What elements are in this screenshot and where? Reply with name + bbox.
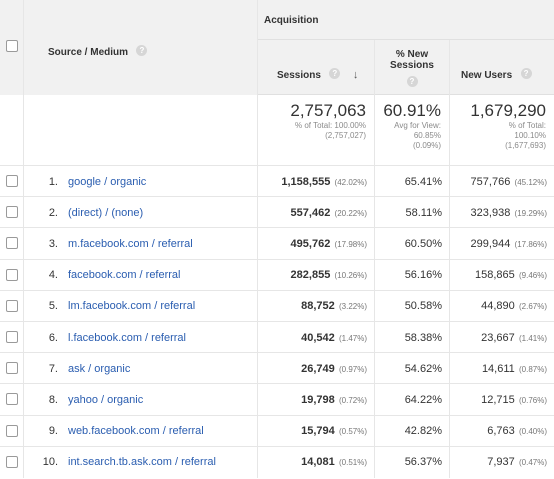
sessions-value: 557,462 (20.22%) <box>290 206 367 219</box>
sessions-value: 88,752 (3.22%) <box>301 300 367 313</box>
new-users-value: 44,890 (2.67%) <box>481 300 547 313</box>
acquisition-group-header: Acquisition <box>264 15 319 26</box>
row-checkbox[interactable] <box>6 362 18 375</box>
sessions-value: 1,158,555 (42.02%) <box>281 175 367 188</box>
row-rank: 10. <box>42 456 58 469</box>
sessions-value: 14,081 (0.51%) <box>301 456 367 469</box>
row-checkbox[interactable] <box>6 237 18 250</box>
sessions-value: 40,542 (1.47%) <box>301 331 367 344</box>
new-users-value: 158,865 (9.46%) <box>475 269 547 282</box>
new-users-value: 323,938 (19.29%) <box>470 206 547 219</box>
source-medium-link[interactable]: facebook.com / referral <box>68 269 181 282</box>
new-users-value: 14,611 (0.87%) <box>481 362 547 375</box>
table-row: 1. google / organic 1,158,555 (42.02%) 6… <box>0 165 554 197</box>
source-medium-link[interactable]: m.facebook.com / referral <box>68 237 193 250</box>
row-rank: 9. <box>48 425 58 438</box>
new-sessions-value: 58.38% <box>404 331 442 344</box>
select-all-checkbox[interactable] <box>6 40 18 52</box>
row-checkbox[interactable] <box>6 299 18 312</box>
table-row: 7. ask / organic 26,749 (0.97%) 54.62% 1… <box>0 352 554 385</box>
table-row: 9. web.facebook.com / referral 15,794 (0… <box>0 414 554 447</box>
source-medium-link[interactable]: (direct) / (none) <box>68 206 144 219</box>
row-checkbox[interactable] <box>6 393 18 406</box>
source-medium-link[interactable]: lm.facebook.com / referral <box>68 300 196 313</box>
source-medium-link[interactable]: yahoo / organic <box>68 393 144 406</box>
new-sessions-value: 56.16% <box>404 269 442 282</box>
source-medium-link[interactable]: google / organic <box>68 175 147 188</box>
row-rank: 1. <box>48 175 58 188</box>
new-sessions-value: 60.50% <box>404 237 442 250</box>
table-row: 10. int.search.tb.ask.com / referral 14,… <box>0 445 554 478</box>
new-users-value: 7,937 (0.47%) <box>487 456 547 469</box>
new-users-value: 757,766 (45.12%) <box>470 175 547 188</box>
row-rank: 5. <box>48 300 58 313</box>
row-checkbox[interactable] <box>6 455 18 468</box>
new-sessions-value: 42.82% <box>404 425 442 438</box>
sessions-value: 282,855 (10.26%) <box>290 269 367 282</box>
source-medium-link[interactable]: l.facebook.com / referral <box>68 331 186 344</box>
table-row: 4. facebook.com / referral 282,855 (10.2… <box>0 258 554 291</box>
sort-descending-icon[interactable]: ↓ <box>352 69 359 81</box>
total-new-users: 1,679,290 % of Total: 100.10% (1,677,693… <box>470 101 546 150</box>
table-row: 8. yahoo / organic 19,798 (0.72%) 64.22%… <box>0 383 554 416</box>
source-medium-link[interactable]: web.facebook.com / referral <box>68 425 204 438</box>
sessions-value: 26,749 (0.97%) <box>301 362 367 375</box>
table-header: Source / Medium ? Acquisition Sessions ?… <box>0 0 554 95</box>
row-rank: 4. <box>48 269 58 282</box>
new-sessions-header[interactable]: % New Sessions <box>390 49 434 71</box>
total-new-sessions: 60.91% Avg for View: 60.85% (0.09%) <box>375 95 450 165</box>
source-medium-header[interactable]: Source / Medium <box>48 47 129 58</box>
row-rank: 3. <box>48 237 58 250</box>
help-icon[interactable]: ? <box>406 75 418 87</box>
new-sessions-value: 65.41% <box>404 175 442 188</box>
new-users-value: 299,944 (17.86%) <box>470 237 547 250</box>
row-rank: 8. <box>48 393 58 406</box>
new-sessions-value: 64.22% <box>404 393 442 406</box>
help-icon[interactable]: ? <box>520 68 532 80</box>
table-row: 3. m.facebook.com / referral 495,762 (17… <box>0 227 554 260</box>
new-sessions-value: 58.11% <box>405 206 443 219</box>
row-checkbox[interactable] <box>6 424 18 437</box>
sessions-value: 495,762 (17.98%) <box>290 237 367 250</box>
new-sessions-value: 50.58% <box>404 300 442 313</box>
row-checkbox[interactable] <box>6 175 18 187</box>
row-rank: 6. <box>48 331 58 344</box>
row-checkbox[interactable] <box>6 206 18 219</box>
total-sessions: 2,757,063 % of Total: 100.00% (2,757,027… <box>258 95 375 165</box>
new-sessions-value: 54.62% <box>404 362 442 375</box>
row-checkbox[interactable] <box>6 268 18 281</box>
new-users-value: 6,763 (0.40%) <box>487 425 547 438</box>
row-checkbox[interactable] <box>6 331 18 343</box>
totals-row: 2,757,063 % of Total: 100.00% (2,757,027… <box>0 95 554 165</box>
new-sessions-value: 56.37% <box>404 456 442 469</box>
sessions-header[interactable]: Sessions <box>277 70 321 81</box>
source-medium-link[interactable]: int.search.tb.ask.com / referral <box>68 456 216 469</box>
table-row: 2. (direct) / (none) 557,462 (20.22%) 58… <box>0 196 554 229</box>
new-users-value: 12,715 (0.76%) <box>481 393 547 406</box>
sessions-value: 19,798 (0.72%) <box>301 393 367 406</box>
help-icon[interactable]: ? <box>329 68 341 80</box>
source-medium-link[interactable]: ask / organic <box>68 362 131 375</box>
table-row: 6. l.facebook.com / referral 40,542 (1.4… <box>0 321 554 353</box>
help-icon[interactable]: ? <box>136 45 148 57</box>
new-users-header[interactable]: New Users <box>461 70 513 81</box>
sessions-value: 15,794 (0.57%) <box>301 425 367 438</box>
new-users-value: 23,667 (1.41%) <box>481 331 547 344</box>
row-rank: 2. <box>48 206 58 219</box>
row-rank: 7. <box>48 362 58 375</box>
table-row: 5. lm.facebook.com / referral 88,752 (3.… <box>0 289 554 322</box>
